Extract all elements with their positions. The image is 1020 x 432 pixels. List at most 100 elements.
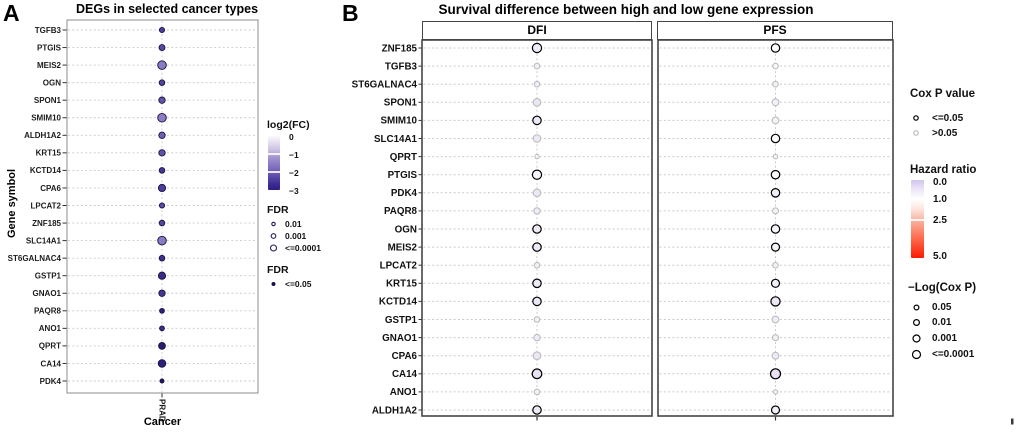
cox-ns-key-icon: [913, 130, 919, 136]
gene-tick-label: KRT15: [36, 149, 62, 158]
deg-dot-KCTD14: [158, 167, 166, 174]
colorbar-tick: [268, 171, 280, 173]
survival-dot-DFI-MEIS2: [532, 242, 542, 252]
deg-dot-PDK4: [159, 378, 165, 384]
fdr-size-key-medium-icon: [270, 233, 277, 239]
x-tick-label-prad: PRAD: [158, 399, 167, 422]
survival-dot-PFS-LPCAT2: [772, 261, 779, 269]
colorbar-tick: [911, 198, 924, 200]
hazard-ratio-colorbar: [911, 180, 924, 258]
survival-dot-DFI-CPA6: [532, 351, 542, 361]
panel-a-title: DEGs in selected cancer types: [75, 2, 259, 16]
survival-dot-DFI-ANO1: [533, 388, 541, 396]
cox-sig-key-icon: [913, 115, 919, 121]
survival-dot-PFS-ZNF185: [770, 43, 781, 53]
gene-tick-label: ANO1: [39, 324, 62, 333]
log2fc-tick-3: −3: [289, 185, 299, 196]
gene-tick-label: OGN: [395, 224, 417, 235]
deg-dot-SPON1: [158, 96, 166, 104]
edge-tick-artifact: [1011, 418, 1014, 425]
hr-tick-1: 1.0: [933, 194, 947, 205]
survival-dot-PFS-OGN: [770, 224, 781, 234]
panel-b-legend: Cox P value <=0.05 >0.05 Hazard ratio 0.…: [908, 88, 1020, 378]
fdr-size-key-small-icon: [271, 221, 276, 227]
gene-tick-label: LPCAT2: [380, 261, 418, 272]
survival-dot-PFS-MEIS2: [770, 242, 781, 252]
gene-tick-label: ST6GALNAC4: [352, 80, 418, 91]
survival-dot-PFS-PAQR8: [772, 207, 779, 215]
deg-dot-ANO1: [159, 325, 165, 332]
gene-tick-label: KCTD14: [30, 166, 62, 175]
deg-dot-TGFB3: [158, 26, 166, 34]
colorbar-tick: [911, 219, 924, 221]
survival-dot-DFI-SMIM10: [532, 115, 542, 126]
gene-tick-label: CPA6: [392, 351, 418, 362]
legend-item-label: >0.05: [932, 127, 958, 139]
legend-item: 0.001: [267, 230, 306, 242]
survival-dot-PFS-PDK4: [770, 188, 781, 198]
survival-dot-DFI-PAQR8: [533, 207, 541, 215]
facet-panel-border-PFS: [657, 39, 894, 417]
legend-item: <=0.0001: [267, 242, 321, 254]
survival-dot-DFI-OGN: [532, 224, 542, 234]
log2fc-tick-0: 0: [289, 131, 294, 142]
facet-panel-border-DFI: [421, 39, 653, 417]
survival-dot-DFI-ALDH1A2: [532, 405, 542, 415]
survival-dot-DFI-PDK4: [532, 188, 542, 198]
facet-header-dfi: DFI: [422, 21, 652, 40]
survival-dot-DFI-SPON1: [532, 98, 542, 107]
legend-item-label: 0.01: [932, 317, 952, 328]
gene-tick-label: SLC14A1: [26, 236, 62, 245]
gene-tick-label: SPON1: [34, 96, 62, 105]
deg-dot-QPRT: [158, 342, 166, 350]
survival-dot-PFS-GNAO1: [772, 334, 779, 342]
panel-a-x-axis-label: Cancer: [143, 416, 182, 428]
gene-tick-label: PDK4: [391, 188, 418, 199]
fdr-size-legend-title: FDR: [267, 204, 289, 216]
cox-p-legend-title: Cox P value: [910, 88, 975, 100]
survival-dot-PFS-ST6GALNAC4: [772, 80, 779, 88]
panel-b-title: Survival difference between high and low…: [438, 2, 814, 17]
gene-tick-label: SMIM10: [31, 114, 61, 123]
gene-tick-label: GSTP1: [385, 315, 418, 326]
facet-header-pfs: PFS: [657, 21, 893, 40]
gene-tick-label: PTGIS: [388, 170, 418, 181]
legend-item-label: <=0.05: [285, 279, 312, 289]
gene-tick-label: PAQR8: [34, 307, 62, 316]
log2fc-tick-1: −1: [289, 149, 299, 160]
gene-tick-label: MEIS2: [37, 61, 62, 70]
gene-tick-label: TGFB3: [385, 61, 418, 72]
fdr-size-key-large-icon: [269, 244, 278, 252]
survival-dot-PFS-QPRT: [772, 153, 779, 160]
legend-item: >0.05: [908, 126, 957, 140]
fdr-shape-legend-title: FDR: [267, 264, 289, 276]
survival-dot-DFI-GSTP1: [533, 316, 541, 323]
deg-dot-CPA6: [157, 183, 167, 192]
log2fc-legend-title: log2(FC): [267, 119, 310, 131]
legend-item-label: <=0.0001: [285, 243, 321, 253]
deg-dot-OGN: [158, 79, 166, 86]
legend-item: 0.001: [908, 331, 957, 346]
deg-dot-SLC14A1: [157, 235, 167, 246]
survival-dot-PFS-SMIM10: [771, 116, 780, 125]
legend-item: 0.01: [908, 315, 951, 330]
deg-dot-SMIM10: [157, 112, 167, 123]
fdr-shape-key-dot-icon: [271, 282, 276, 286]
hr-tick-2: 2.5: [933, 215, 947, 226]
legend-item-label: <=0.0001: [932, 349, 975, 360]
survival-dot-PFS-ANO1: [772, 389, 779, 395]
survival-dot-DFI-ST6GALNAC4: [533, 80, 541, 88]
legend-item-label: 0.01: [285, 219, 302, 229]
gene-tick-label: CA14: [392, 369, 418, 380]
gene-tick-label: ZNF185: [32, 219, 61, 228]
panel-a-legend: log2(FC) 0 −1 −2 −3 FDR 0.01 0.001 <=0.0…: [267, 119, 339, 299]
survival-dot-PFS-GSTP1: [771, 315, 780, 324]
survival-dot-PFS-CA14: [769, 368, 782, 380]
gene-tick-label: QPRT: [39, 342, 61, 351]
gene-tick-label: PDK4: [40, 377, 62, 386]
deg-dot-GNAO1: [158, 289, 166, 297]
survival-dot-DFI-KRT15: [532, 278, 542, 289]
gene-tick-label: ALDH1A2: [24, 131, 61, 140]
